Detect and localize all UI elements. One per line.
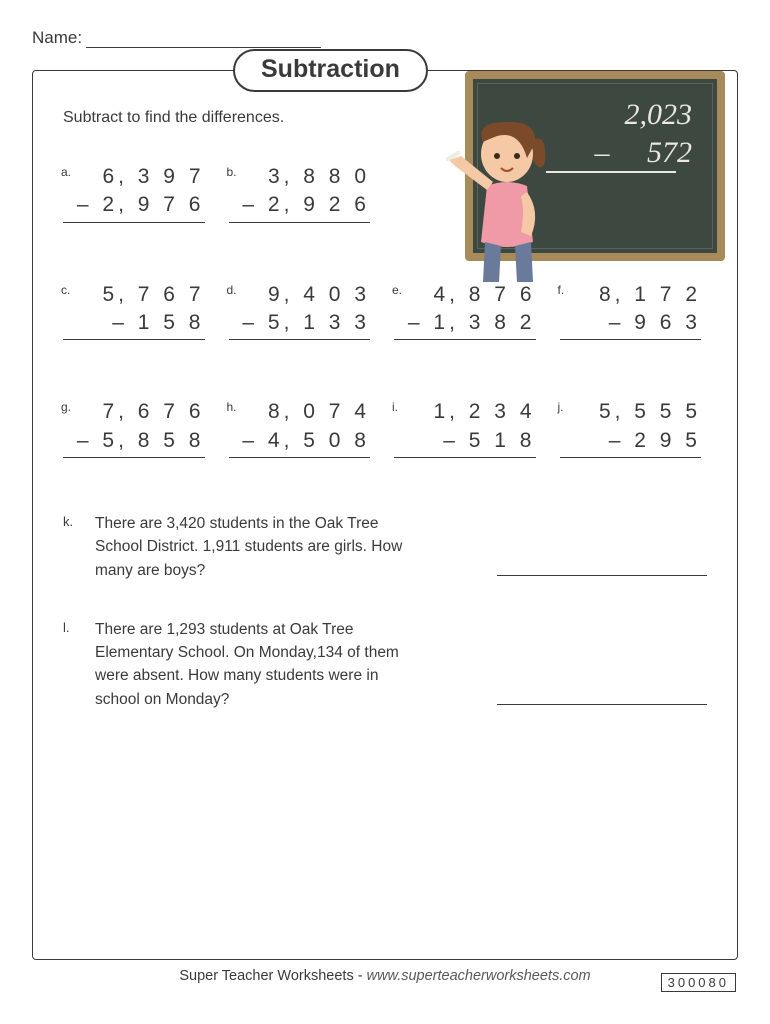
footer-code: 300080 — [661, 973, 736, 992]
problem-top: 6, 3 9 7 — [63, 163, 205, 191]
problem-top: 1, 2 3 4 — [394, 398, 536, 426]
problem-label: h. — [227, 400, 237, 414]
word-problem-label: l. — [63, 618, 91, 711]
problem-top: 5, 7 6 7 — [63, 281, 205, 309]
problem-label: f. — [558, 283, 565, 297]
problem-e: e. 4, 8 7 6 – 1, 3 8 2 — [394, 281, 542, 341]
problem-j: j. 5, 5 5 5 – 2 9 5 — [560, 398, 708, 458]
word-problems: k. There are 3,420 students in the Oak T… — [63, 512, 707, 711]
problem-label: a. — [61, 165, 71, 179]
problem-label: b. — [227, 165, 237, 179]
worksheet-title: Subtraction — [233, 49, 428, 92]
problem-f: f. 8, 1 7 2 – 9 6 3 — [560, 281, 708, 341]
problem-b: b. 3, 8 8 0 – 2, 9 2 6 — [229, 163, 377, 223]
problem-bottom: – 2, 9 7 6 — [63, 191, 205, 222]
word-problem-label: k. — [63, 512, 91, 582]
problem-bottom: – 5 1 8 — [394, 427, 536, 458]
problem-label: g. — [61, 400, 71, 414]
word-problem-text: There are 1,293 students at Oak Tree Ele… — [95, 618, 425, 711]
problem-h: h. 8, 0 7 4 – 4, 5 0 8 — [229, 398, 377, 458]
problem-top: 9, 4 0 3 — [229, 281, 371, 309]
problem-bottom: – 5, 1 3 3 — [229, 309, 371, 340]
problem-label: e. — [392, 283, 402, 297]
problem-top: 7, 6 7 6 — [63, 398, 205, 426]
word-problem-l: l. There are 1,293 students at Oak Tree … — [63, 618, 707, 711]
problem-bottom: – 1, 3 8 2 — [394, 309, 536, 340]
word-problem-text: There are 3,420 students in the Oak Tree… — [95, 512, 425, 582]
chalkboard-minus: – — [595, 136, 610, 169]
problem-bottom: – 2 9 5 — [560, 427, 702, 458]
problem-top: 3, 8 8 0 — [229, 163, 371, 191]
problem-top: 8, 0 7 4 — [229, 398, 371, 426]
problem-top: 8, 1 7 2 — [560, 281, 702, 309]
chalkboard-bottom-number: 572 — [647, 136, 692, 169]
problem-bottom: – 4, 5 0 8 — [229, 427, 371, 458]
answer-line[interactable] — [497, 704, 707, 705]
problem-label: i. — [392, 400, 398, 414]
problem-bottom: – 1 5 8 — [63, 309, 205, 340]
problem-top: 5, 5 5 5 — [560, 398, 702, 426]
worksheet-border: Subtraction 2,023 – 572 — [32, 70, 738, 960]
name-row: Name: — [32, 28, 738, 48]
footer-site-link[interactable]: www.superteacherworksheets.com — [367, 968, 591, 984]
problem-i: i. 1, 2 3 4 – 5 1 8 — [394, 398, 542, 458]
problem-g: g. 7, 6 7 6 – 5, 8 5 8 — [63, 398, 211, 458]
name-input-line[interactable] — [86, 47, 321, 48]
problem-top: 4, 8 7 6 — [394, 281, 536, 309]
girl-icon — [435, 112, 585, 282]
name-label: Name: — [32, 28, 82, 48]
footer-text: Super Teacher Worksheets - — [179, 968, 366, 984]
word-problem-k: k. There are 3,420 students in the Oak T… — [63, 512, 707, 582]
problem-d: d. 9, 4 0 3 – 5, 1 3 3 — [229, 281, 377, 341]
problem-label: c. — [61, 283, 70, 297]
problem-bottom: – 2, 9 2 6 — [229, 191, 371, 222]
answer-line[interactable] — [497, 575, 707, 576]
problem-c: c. 5, 7 6 7 – 1 5 8 — [63, 281, 211, 341]
problem-label: j. — [558, 400, 564, 414]
problem-bottom: – 9 6 3 — [560, 309, 702, 340]
chalkboard-illustration: 2,023 – 572 — [455, 63, 725, 278]
problem-a: a. 6, 3 9 7 – 2, 9 7 6 — [63, 163, 211, 223]
problem-label: d. — [227, 283, 237, 297]
problem-bottom: – 5, 8 5 8 — [63, 427, 205, 458]
footer-credit: Super Teacher Worksheets - www.superteac… — [32, 968, 738, 984]
